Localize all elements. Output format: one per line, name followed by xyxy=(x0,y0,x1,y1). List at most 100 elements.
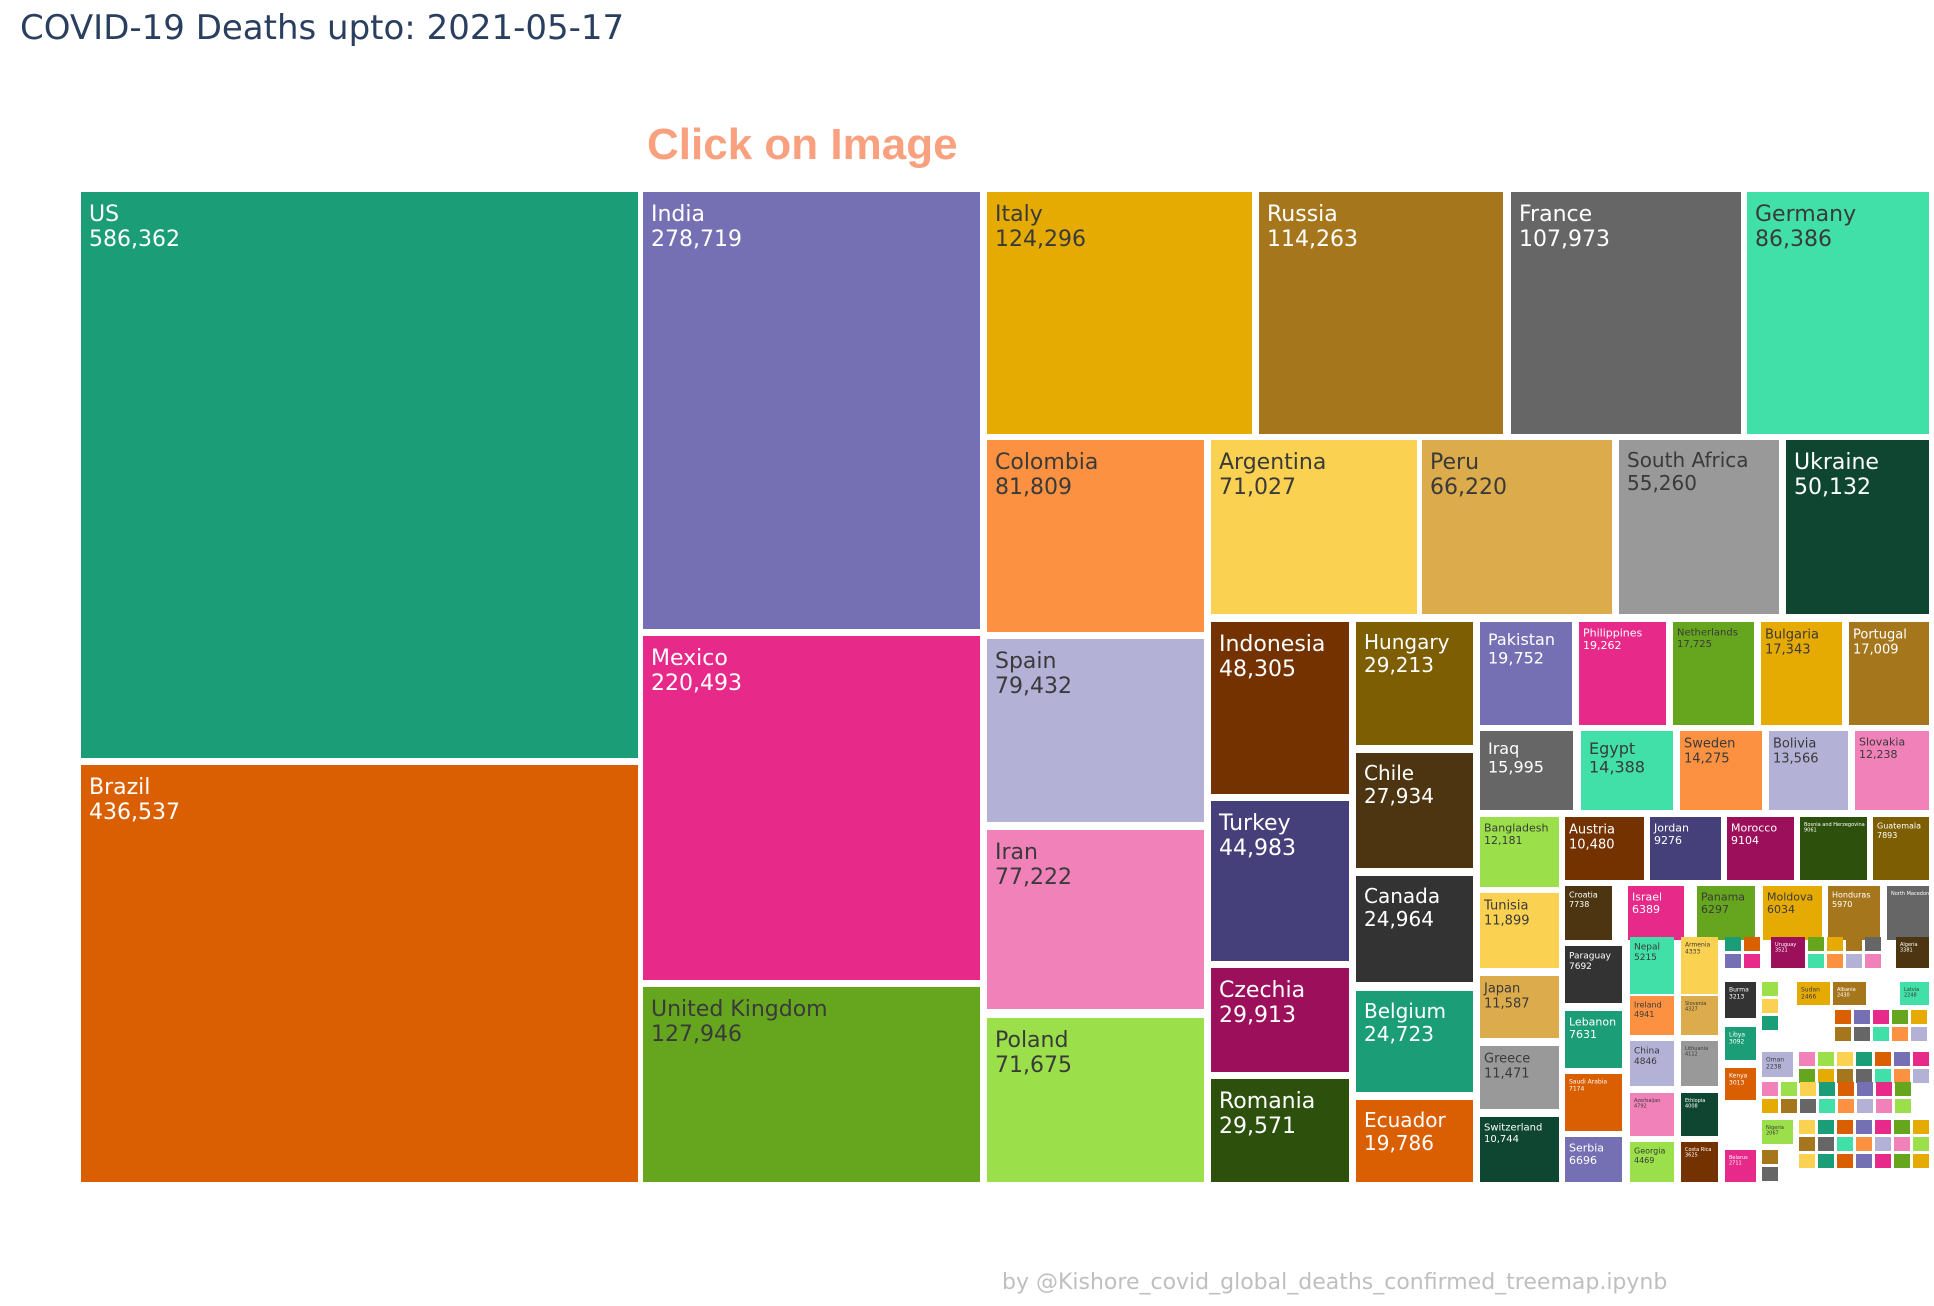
small-country-tile[interactable] xyxy=(1744,954,1760,968)
treemap-rect-honduras[interactable] xyxy=(1828,886,1880,940)
small-country-tile[interactable] xyxy=(1808,937,1824,951)
treemap-rect-sweden[interactable] xyxy=(1680,731,1762,810)
small-country-tile[interactable] xyxy=(1911,1027,1927,1041)
small-country-tile[interactable] xyxy=(1894,1154,1910,1168)
small-country-tile[interactable] xyxy=(1800,1099,1816,1113)
small-country-tile[interactable] xyxy=(1913,1069,1929,1083)
small-country-tile[interactable] xyxy=(1808,954,1824,968)
small-country-tile[interactable] xyxy=(1892,1027,1908,1041)
treemap-rect-poland[interactable] xyxy=(987,1018,1204,1182)
treemap-rect-jordan[interactable] xyxy=(1650,817,1721,880)
small-country-tile[interactable] xyxy=(1837,1120,1853,1134)
small-country-tile[interactable] xyxy=(1818,1137,1834,1151)
small-country-tile[interactable] xyxy=(1895,1082,1911,1096)
small-country-tile[interactable] xyxy=(1799,1052,1815,1066)
treemap-rect-greece[interactable] xyxy=(1480,1046,1559,1109)
treemap-rect-bosnia-and-herzegovina[interactable] xyxy=(1800,817,1867,880)
treemap-rect-egypt[interactable] xyxy=(1581,731,1673,810)
small-country-tile[interactable] xyxy=(1856,1069,1872,1083)
treemap-rect-ethiopia[interactable] xyxy=(1681,1093,1718,1136)
treemap-rect-france[interactable] xyxy=(1511,192,1741,434)
small-country-tile[interactable] xyxy=(1800,1082,1816,1096)
small-country-tile[interactable] xyxy=(1846,954,1862,968)
treemap-rect-pakistan[interactable] xyxy=(1480,622,1572,725)
treemap-rect-lebanon[interactable] xyxy=(1565,1011,1622,1068)
small-country-tile[interactable] xyxy=(1895,1099,1911,1113)
treemap-rect-japan[interactable] xyxy=(1480,976,1559,1038)
treemap-rect-bangladesh[interactable] xyxy=(1480,817,1559,887)
small-country-tile[interactable] xyxy=(1781,1099,1797,1113)
small-country-tile[interactable] xyxy=(1876,1099,1892,1113)
small-country-tile[interactable] xyxy=(1857,1082,1873,1096)
small-country-tile[interactable] xyxy=(1725,937,1741,951)
small-country-tile[interactable] xyxy=(1913,1052,1929,1066)
treemap-rect-portugal[interactable] xyxy=(1849,622,1929,725)
small-country-tile[interactable] xyxy=(1818,1069,1834,1083)
small-country-tile[interactable] xyxy=(1837,1137,1853,1151)
small-country-tile[interactable] xyxy=(1819,1082,1835,1096)
treemap-rect-north-macedonia[interactable] xyxy=(1887,886,1929,940)
small-country-tile[interactable] xyxy=(1838,1099,1854,1113)
small-country-tile[interactable] xyxy=(1856,1120,1872,1134)
treemap-rect-colombia[interactable] xyxy=(987,440,1204,632)
treemap-rect-croatia[interactable] xyxy=(1565,886,1612,940)
small-country-tile[interactable] xyxy=(1799,1137,1815,1151)
treemap-rect-china[interactable] xyxy=(1630,1041,1674,1086)
small-country-tile[interactable] xyxy=(1913,1137,1929,1151)
small-country-tile[interactable] xyxy=(1838,1082,1854,1096)
treemap-rect-italy[interactable] xyxy=(987,192,1252,434)
small-country-tile[interactable] xyxy=(1854,1010,1870,1024)
treemap-rect-albania[interactable] xyxy=(1833,982,1866,1005)
small-country-tile[interactable] xyxy=(1873,1027,1889,1041)
small-country-tile[interactable] xyxy=(1799,1154,1815,1168)
small-country-tile[interactable] xyxy=(1762,1150,1778,1164)
treemap-rect-turkey[interactable] xyxy=(1211,801,1349,961)
treemap-rect-israel[interactable] xyxy=(1628,886,1684,940)
small-country-tile[interactable] xyxy=(1837,1154,1853,1168)
treemap-rect-south-africa[interactable] xyxy=(1619,440,1779,614)
small-country-tile[interactable] xyxy=(1744,937,1760,951)
small-country-tile[interactable] xyxy=(1837,1052,1853,1066)
small-country-tile[interactable] xyxy=(1762,982,1778,996)
small-country-tile[interactable] xyxy=(1911,1010,1927,1024)
treemap-rect-slovenia[interactable] xyxy=(1681,996,1718,1035)
treemap-rect-chile[interactable] xyxy=(1356,753,1473,868)
small-country-tile[interactable] xyxy=(1799,1069,1815,1083)
treemap-tile-north-macedonia[interactable]: North Macedonia xyxy=(1887,886,1934,940)
treemap-rect-kenya[interactable] xyxy=(1725,1068,1756,1100)
